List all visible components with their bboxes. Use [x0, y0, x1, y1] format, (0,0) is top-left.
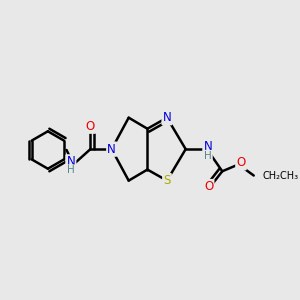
Text: N: N — [203, 140, 212, 153]
Text: CH₂CH₃: CH₂CH₃ — [262, 170, 298, 181]
Text: N: N — [163, 111, 171, 124]
Text: N: N — [67, 155, 75, 168]
Text: H: H — [67, 165, 75, 176]
Text: O: O — [236, 156, 246, 169]
Text: O: O — [204, 180, 213, 193]
Text: O: O — [86, 120, 95, 133]
Text: N: N — [107, 142, 116, 156]
Text: H: H — [204, 151, 212, 161]
Text: S: S — [163, 174, 171, 187]
